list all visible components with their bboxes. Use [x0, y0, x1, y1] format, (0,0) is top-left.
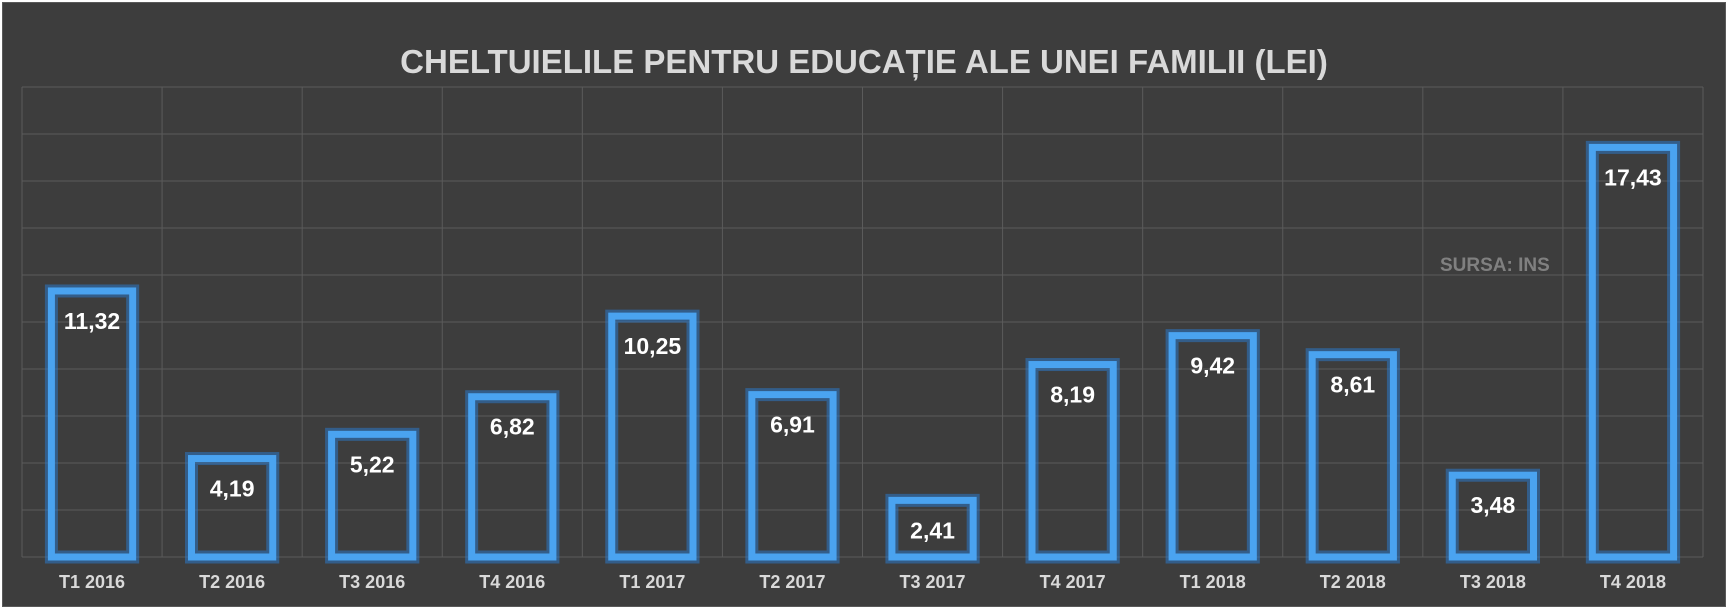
bar [1588, 143, 1678, 561]
data-label: 11,32 [64, 308, 120, 334]
category-label: T1 2018 [1180, 572, 1246, 592]
bars [44, 140, 1681, 564]
bar-glow [185, 452, 280, 564]
bar [188, 455, 277, 561]
category-labels: T1 2016 T2 2016 T3 2016 T4 2016 T1 2017 T2 20… [59, 572, 1666, 592]
source-note: SURSA: INS [1440, 255, 1550, 276]
data-labels: 11,32 4,19 5,22 6,82 10,25 6,91 2,41 8,19 9,42 8,… [64, 164, 1662, 543]
category-label: T1 2016 [59, 572, 125, 592]
category-label: T1 2017 [619, 572, 685, 592]
data-label: 10,25 [624, 333, 682, 359]
bar [328, 430, 417, 561]
bar [1028, 361, 1117, 561]
bar [888, 496, 977, 561]
bar [468, 393, 557, 561]
data-label: 8,61 [1330, 372, 1375, 398]
data-label: 6,82 [490, 414, 535, 440]
data-label: 6,91 [770, 412, 815, 438]
data-label: 4,19 [210, 476, 255, 502]
bar [47, 287, 137, 561]
data-label: 17,43 [1604, 164, 1662, 190]
category-label: T4 2017 [1040, 572, 1106, 592]
category-label: T2 2018 [1320, 572, 1386, 592]
category-label: T4 2018 [1600, 572, 1666, 592]
category-label: T3 2017 [900, 572, 966, 592]
category-label: T2 2016 [199, 572, 265, 592]
bar [1448, 471, 1537, 561]
bar [748, 391, 837, 561]
data-label: 5,22 [350, 451, 395, 477]
data-label: 3,48 [1470, 492, 1515, 518]
bar-chart: CHELTUIELILE PENTRU EDUCAȚIE ALE UNEI FA… [21, 43, 1704, 592]
category-label: T3 2018 [1460, 572, 1526, 592]
data-label: 8,19 [1050, 382, 1095, 408]
category-label: T4 2016 [479, 572, 545, 592]
data-label: 9,42 [1190, 353, 1235, 379]
bar [1308, 351, 1397, 561]
bar-glow [1585, 140, 1681, 564]
category-label: T3 2016 [339, 572, 405, 592]
chart-title: CHELTUIELILE PENTRU EDUCAȚIE ALE UNEI FA… [400, 43, 1328, 80]
category-label: T2 2017 [759, 572, 825, 592]
bar [608, 312, 697, 561]
grid [21, 86, 1704, 558]
data-label: 2,41 [910, 517, 955, 543]
bar [1168, 332, 1257, 561]
